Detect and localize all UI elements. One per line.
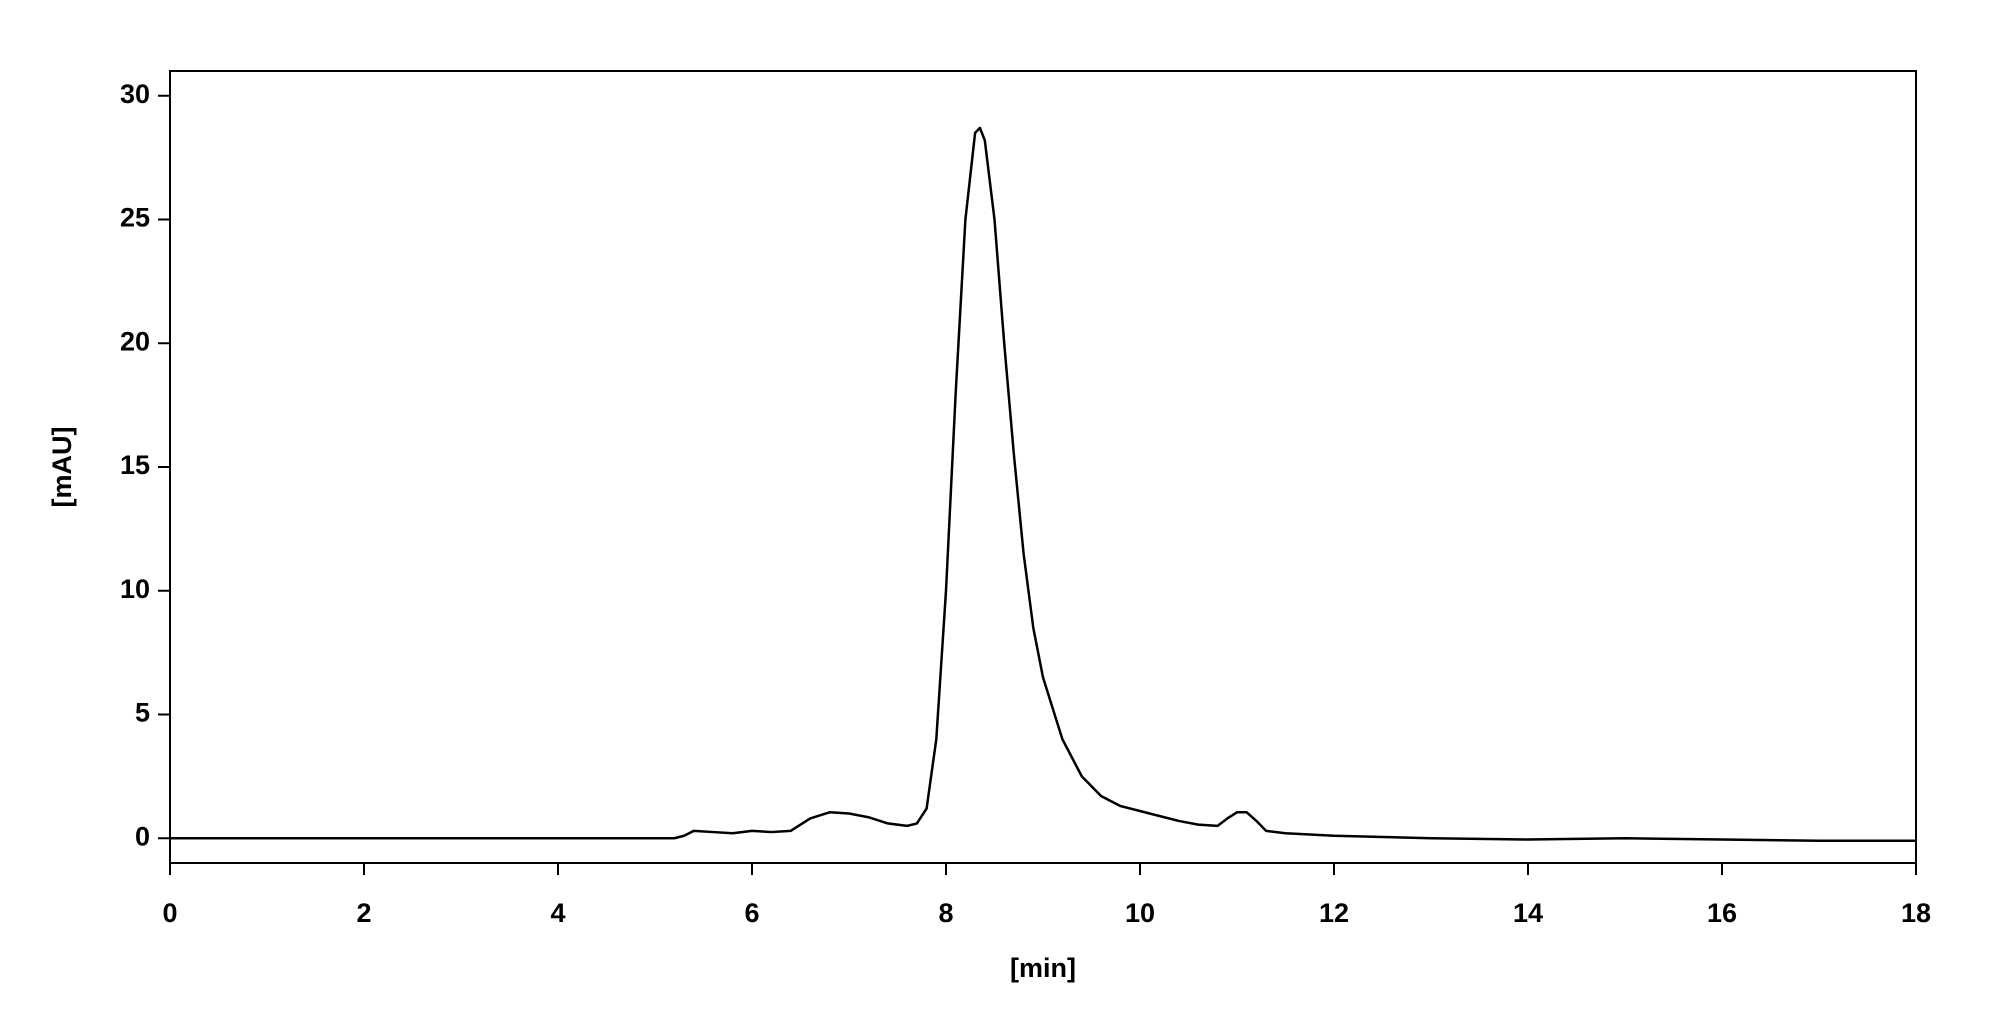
y-tick-label: 15 bbox=[120, 450, 150, 480]
y-tick-label: 0 bbox=[135, 821, 150, 851]
plot-frame bbox=[169, 70, 1917, 864]
y-tick-label: 10 bbox=[120, 574, 150, 604]
y-tick-label: 25 bbox=[120, 203, 150, 233]
x-tick-label: 12 bbox=[1319, 898, 1349, 928]
x-tick-label: 18 bbox=[1901, 898, 1931, 928]
x-axis-label: [min] bbox=[1010, 953, 1076, 983]
y-axis-label: [mAU] bbox=[47, 427, 77, 508]
x-tick-label: 16 bbox=[1707, 898, 1737, 928]
x-tick-label: 8 bbox=[938, 898, 953, 928]
x-tick-label: 4 bbox=[550, 898, 565, 928]
x-tick-label: 10 bbox=[1125, 898, 1155, 928]
y-tick-label: 5 bbox=[135, 698, 150, 728]
x-tick-label: 2 bbox=[356, 898, 371, 928]
x-tick-label: 14 bbox=[1513, 898, 1543, 928]
y-tick-label: 20 bbox=[120, 326, 150, 356]
y-tick-label: 30 bbox=[120, 79, 150, 109]
x-tick-label: 0 bbox=[162, 898, 177, 928]
x-tick-label: 6 bbox=[744, 898, 759, 928]
data-line bbox=[170, 126, 1916, 842]
